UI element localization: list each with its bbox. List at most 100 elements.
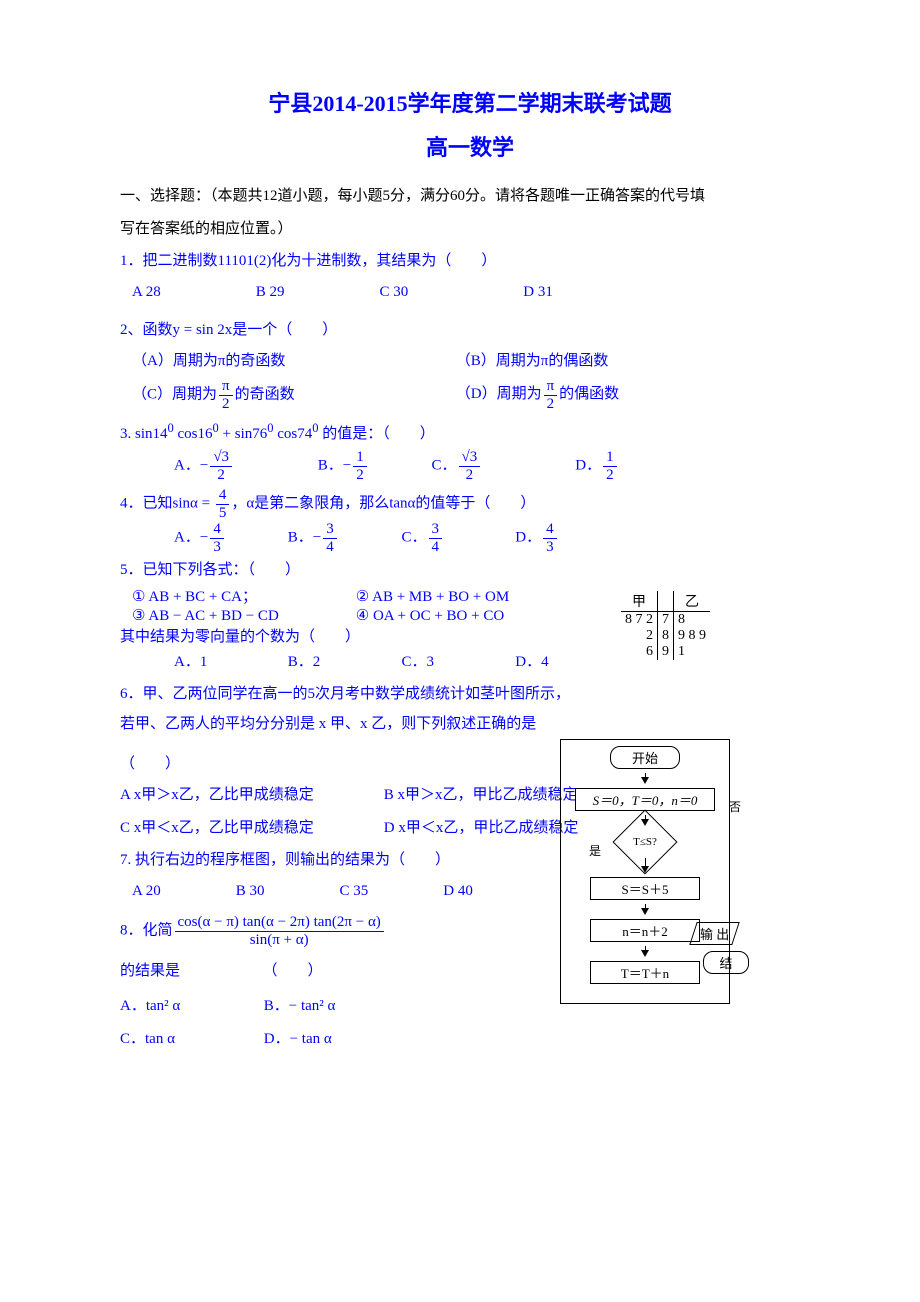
- section-instructions: 一、选择题：（本题共12道小题，每小题5分，满分60分。请将各题唯一正确答案的代…: [120, 180, 820, 246]
- sl-r2r: 9 8 9: [674, 628, 711, 644]
- q2-c-post: 的奇函数: [235, 386, 295, 402]
- q3-opt-b: B．−12: [318, 449, 428, 483]
- frac-den: 2: [219, 396, 233, 413]
- q2-d-post: 的偶函数: [559, 386, 619, 402]
- fd: 2: [459, 467, 481, 484]
- sl-r2l: 2: [621, 628, 658, 644]
- q3-t4: cos74: [273, 426, 312, 442]
- fc-no: 否: [729, 798, 741, 815]
- q5-3: ③ AB − AC + BD − CD: [120, 606, 352, 625]
- q5-line2: ③ AB − AC + BD − CD ④ OA + OC + BO + CO: [120, 606, 820, 625]
- fn: 3: [323, 521, 337, 539]
- q4-mid: ，α是第二象限角，那么tanα的值等于（ ）: [231, 495, 535, 511]
- q2-opt-b: （B）周期为π的偶函数: [456, 353, 609, 369]
- fc-init: S＝0，T＝0，n＝0: [575, 788, 715, 811]
- sl-r1r: 8: [674, 612, 711, 629]
- q6-opt-b: B x甲＞x乙，甲比乙成绩稳定: [384, 787, 578, 803]
- q3-stem: 3. sin140 cos160 + sin760 cos740 的值是：（ ）: [120, 416, 820, 449]
- q5-opt-c: C．3: [402, 646, 512, 679]
- fn: 4: [543, 521, 557, 539]
- q7-opt-c: C 35: [340, 875, 440, 908]
- doc-title: 宁县2014-2015学年度第二学期末联考试题: [120, 86, 820, 118]
- neg: −: [200, 457, 208, 473]
- sl-r2s: 8: [658, 628, 674, 644]
- q4-opt-c: C．34: [402, 521, 512, 555]
- q6-b: 若甲、乙两人的平均分分别是 x 甲、x 乙，则下列叙述正确的是: [120, 709, 820, 739]
- q8-num: cos(α − π) tan(α − 2π) tan(2π − α): [175, 914, 384, 932]
- q2-options-row1: （A）周期为π的奇函数 （B）周期为π的偶函数: [120, 345, 820, 378]
- sl-r3s: 9: [658, 644, 674, 660]
- q4-opt-d: D．43: [515, 521, 558, 555]
- flowchart: 开始 S＝0，T＝0，n＝0 T≤S? 否 是 S＝S＋5 n＝n＋2 T＝T＋…: [560, 739, 730, 1004]
- q2-options-row2: （C）周期为π2的奇函数 （D）周期为π2的偶函数: [120, 378, 820, 412]
- q4-opt-b: B．−34: [288, 521, 398, 555]
- q3-t1: 3. sin14: [120, 426, 168, 442]
- fd: 5: [216, 505, 230, 522]
- fd: 2: [603, 467, 617, 484]
- neg: −: [313, 529, 321, 545]
- lab: D．: [575, 457, 601, 473]
- q4-stem: 4．已知sinα = 45，α是第二象限角，那么tanα的值等于（ ）: [120, 487, 820, 521]
- stem-leaf-plot: 甲乙 8 7 278 289 8 9 691: [621, 591, 710, 660]
- fc-cond: T≤S?: [633, 836, 657, 848]
- q6-opt-d: D x甲＜x乙，甲比乙成绩稳定: [384, 820, 579, 836]
- neg: −: [200, 529, 208, 545]
- fn: √3: [210, 449, 232, 467]
- q3-t3: + sin76: [219, 426, 267, 442]
- lab: A．: [174, 457, 200, 473]
- q6-opt-c: C x甲＜x乙，乙比甲成绩稳定: [120, 812, 380, 845]
- flowchart-anchor: 开始 S＝0，T＝0，n＝0 T≤S? 否 是 S＝S＋5 n＝n＋2 T＝T＋…: [120, 739, 820, 749]
- q1-options: A 28 B 29 C 30 D 31: [120, 276, 820, 309]
- q2-stem: 2、函数y = sin 2x是一个（ ）: [120, 315, 820, 345]
- q5-4: ④ OA + OC + BO + CO: [356, 608, 504, 624]
- sl-r1l: 8 7 2: [621, 612, 658, 629]
- q8-opt-a: A．tan² α: [120, 990, 260, 1023]
- neg: −: [343, 457, 351, 473]
- q4-options: A．−43 B．−34 C．34 D．43: [120, 521, 820, 555]
- q7-opt-b: B 30: [236, 875, 336, 908]
- q5-1: ① AB + BC + CA；: [120, 585, 352, 606]
- q3-t2: cos16: [174, 426, 213, 442]
- q5-opt-d: D．4: [515, 654, 548, 670]
- q7-opt-d: D 40: [443, 883, 473, 899]
- q3-options: A．−√32 B．−12 C．√32 D．12: [120, 449, 820, 483]
- lab: C．: [402, 529, 427, 545]
- q1-opt-c: C 30: [380, 276, 520, 309]
- fc-s1: S＝S＋5: [590, 877, 700, 900]
- sl-r3l: 6: [621, 644, 658, 660]
- q1-stem: 1．把二进制数11101(2)化为十进制数，其结果为（ ）: [120, 246, 820, 276]
- q3-opt-a: A．−√32: [174, 449, 314, 483]
- fn: 4: [216, 487, 230, 505]
- sl-head-r: 乙: [674, 591, 711, 612]
- lab: C．: [432, 457, 457, 473]
- fn: √3: [459, 449, 481, 467]
- q5-line3: 其中结果为零向量的个数为（ ）: [120, 625, 820, 646]
- q5-block: 5．已知下列各式：（ ） ① AB + BC + CA； ② AB + MB +…: [120, 555, 820, 679]
- q1-opt-a: A 28: [132, 276, 252, 309]
- fc-start: 开始: [610, 746, 680, 769]
- intro-line-b: 写在答案纸的相应位置。）: [120, 221, 293, 237]
- q2-d-pre: （D）周期为: [456, 386, 542, 402]
- q1-opt-b: B 29: [256, 276, 376, 309]
- fd: 2: [353, 467, 367, 484]
- q5-line1: ① AB + BC + CA； ② AB + MB + BO + OM: [120, 585, 820, 606]
- fc-yes: 是: [589, 842, 601, 859]
- q7-opt-a: A 20: [132, 875, 232, 908]
- q5-head: 5．已知下列各式：（ ）: [120, 555, 820, 585]
- q5-opt-b: B．2: [288, 646, 398, 679]
- intro-line-a: 一、选择题：（本题共12道小题，每小题5分，满分60分。请将各题唯一正确答案的代…: [120, 188, 705, 204]
- fn: 1: [603, 449, 617, 467]
- q5-2: ② AB + MB + BO + OM: [356, 589, 509, 605]
- q2-opt-d: （D）周期为π2的偶函数: [456, 386, 619, 402]
- fc-end: 结: [703, 951, 749, 974]
- fn: 3: [429, 521, 443, 539]
- q5-options: A．1 B．2 C．3 D．4: [120, 646, 820, 679]
- q2-opt-c: （C）周期为π2的奇函数: [120, 378, 452, 412]
- q3-opt-d: D．12: [575, 449, 618, 483]
- q4-pre: 4．已知sinα =: [120, 495, 214, 511]
- frac-num: π: [544, 378, 558, 396]
- lab: D．: [515, 529, 541, 545]
- fc-out: 输 出: [689, 922, 740, 945]
- q3-t5: 的值是：（ ）: [318, 426, 434, 442]
- sl-head-l: 甲: [621, 591, 658, 612]
